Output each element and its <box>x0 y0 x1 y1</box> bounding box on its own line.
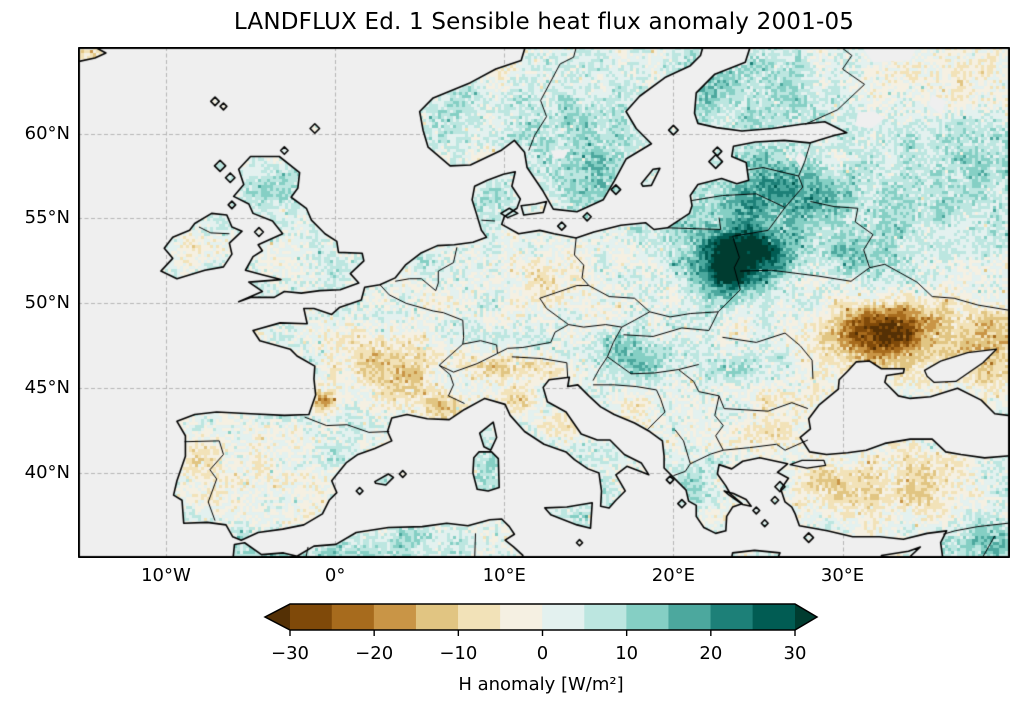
y-tick-label: 55°N <box>24 207 70 229</box>
y-tick-label: 50°N <box>24 292 70 314</box>
colorbar-segment <box>710 604 754 630</box>
colorbar-segment <box>331 604 375 630</box>
x-tick-label: 10°E <box>482 565 526 586</box>
colorbar-segment <box>458 604 501 630</box>
colorbar-tick-label: −30 <box>271 643 309 664</box>
colorbar-segment <box>415 604 459 630</box>
colorbar-tick-label: 10 <box>615 643 638 664</box>
colorbar-tick-label: −20 <box>355 643 393 664</box>
colorbar-segment <box>542 604 585 630</box>
colorbar-segment <box>584 604 627 630</box>
y-tick-label: 60°N <box>24 122 70 144</box>
colorbar: −30 −20 −10 0 10 20 30 <box>263 603 819 664</box>
colorbar-segment <box>289 604 333 630</box>
colorbar-tick-label: −10 <box>439 643 477 664</box>
colorbar-segment <box>752 604 796 630</box>
colorbar-label: H anomaly [W/m²] <box>458 674 624 695</box>
x-tick-label: 30°E <box>820 565 865 586</box>
x-tick-label: 10°W <box>141 565 191 586</box>
x-tick-label: 0° <box>324 565 346 586</box>
colorbar-extend-min <box>265 604 290 630</box>
colorbar-segment <box>668 604 712 630</box>
y-tick-label: 40°N <box>24 462 70 484</box>
colorbar-segment <box>626 604 670 630</box>
colorbar-tick-label: 20 <box>699 643 722 664</box>
colorbar-extend-max <box>795 604 817 630</box>
europe-anomaly-map-canvas <box>78 47 1010 558</box>
colorbar-segment <box>373 604 417 630</box>
y-tick-label: 45°N <box>24 377 70 399</box>
colorbar-tick-label: 30 <box>784 643 807 664</box>
x-tick-label: 20°E <box>651 565 696 586</box>
figure-title: LANDFLUX Ed. 1 Sensible heat flux anomal… <box>233 9 855 35</box>
colorbar-tick-label: 0 <box>537 643 548 664</box>
colorbar-segment <box>500 604 543 630</box>
